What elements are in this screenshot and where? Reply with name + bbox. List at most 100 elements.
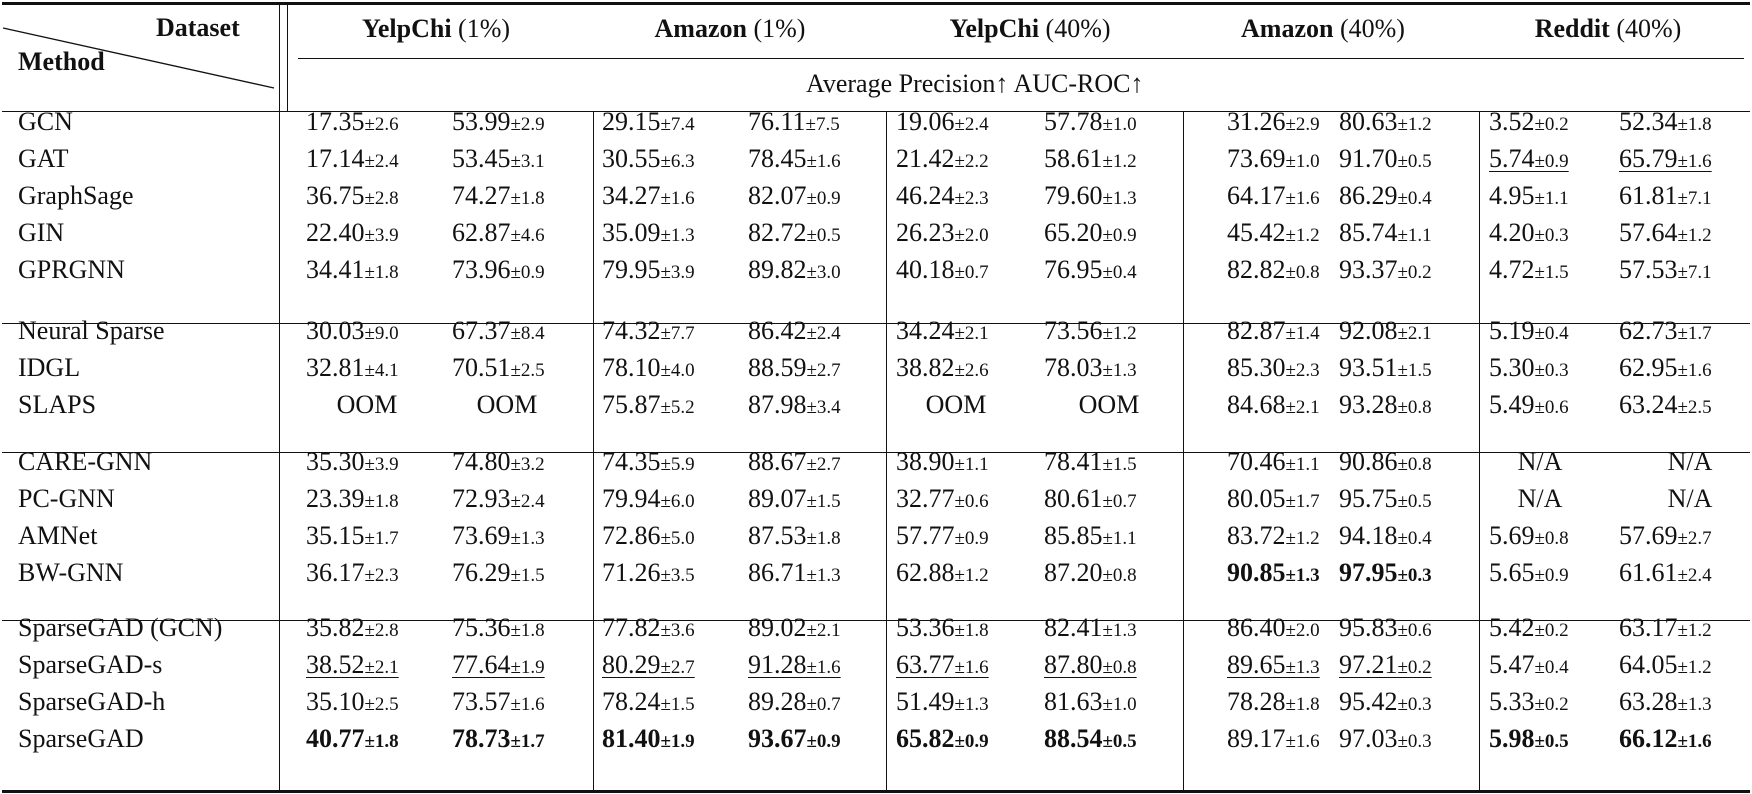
table-cell: 88.67±2.7 [748, 446, 841, 481]
cell-std: ±2.1 [806, 620, 841, 641]
cell-std: ±1.3 [1285, 657, 1320, 679]
cell-value: 35.09 [602, 218, 661, 248]
header-double-rule-left [279, 4, 281, 112]
cell-value: N/A [1667, 484, 1713, 514]
cell-value: 73.57 [452, 687, 511, 717]
cell-std: ±8.4 [510, 323, 545, 344]
cell-value: 89.02 [748, 613, 807, 642]
cell-value: 4.95 [1489, 181, 1535, 211]
table-cell: 34.41±1.8 [306, 254, 399, 289]
cell-value: OOM [336, 390, 398, 420]
cell-std: ±0.5 [1102, 731, 1137, 753]
cell-std: ±4.0 [660, 360, 695, 382]
cell-std: ±3.5 [660, 565, 695, 587]
table-cell: 90.85±1.3 [1227, 557, 1320, 592]
table-cell: 77.64±1.9 [452, 649, 545, 684]
cell-value: 80.61 [1044, 484, 1103, 514]
cell-std: ±1.5 [660, 694, 695, 716]
table-cell: 82.87±1.4 [1227, 315, 1320, 350]
dataset-header-0: YelpChi (1%) [362, 13, 510, 45]
cell-std: ±1.3 [1102, 188, 1137, 210]
table-cell: 62.87±4.6 [452, 217, 545, 252]
cell-value: 77.82 [602, 613, 661, 642]
cell-std: ±1.8 [364, 731, 399, 753]
cell-value: 58.61 [1044, 144, 1103, 174]
table-cell: 67.37±8.4 [452, 315, 545, 350]
table-cell: OOM [477, 389, 538, 421]
table-cell: 73.69±1.3 [452, 520, 545, 555]
table-cell: 88.54±0.5 [1044, 723, 1137, 758]
table-cell: 32.81±4.1 [306, 352, 399, 387]
cell-std: ±1.7 [1285, 491, 1320, 513]
table-cell: 62.73±1.7 [1619, 315, 1712, 350]
cell-std: ±2.5 [1677, 397, 1712, 419]
cell-value: 57.77 [896, 521, 955, 551]
cell-value: 92.08 [1339, 316, 1398, 345]
table-cell: 23.39±1.8 [306, 483, 399, 518]
cell-value: 30.55 [602, 144, 661, 174]
cell-std: ±2.1 [1397, 323, 1432, 344]
cell-value: 93.51 [1339, 353, 1398, 383]
cell-value: 63.24 [1619, 390, 1678, 420]
cell-value: 81.63 [1044, 687, 1103, 717]
table-cell: 78.28±1.8 [1227, 686, 1320, 721]
cell-std: ±1.1 [1285, 454, 1320, 475]
cell-value: 57.78 [1044, 107, 1103, 136]
cell-std: ±0.7 [806, 694, 841, 716]
table-cell: 52.34±1.8 [1619, 106, 1712, 141]
cell-std: ±0.9 [1102, 225, 1137, 247]
cell-std: ±0.6 [1534, 397, 1569, 419]
dataset-name: Amazon [654, 14, 747, 43]
cell-std: ±1.1 [1102, 528, 1137, 550]
cell-value: 26.23 [896, 218, 955, 248]
cell-std: ±0.9 [1534, 565, 1569, 587]
cell-value: 67.37 [452, 316, 511, 345]
table-cell: 97.03±0.3 [1339, 723, 1432, 758]
cell-std: ±1.3 [1285, 565, 1320, 587]
header-double-rule-right [287, 4, 289, 112]
table-cell: 89.07±1.5 [748, 483, 841, 518]
table-cell: 91.28±1.6 [748, 649, 841, 684]
cell-value: 32.77 [896, 484, 955, 514]
table-cell: 82.82±0.8 [1227, 254, 1320, 289]
cell-std: ±2.3 [1285, 360, 1320, 382]
cell-std: ±0.2 [1397, 262, 1432, 284]
table-cell: 86.42±2.4 [748, 315, 841, 350]
table-cell: 78.10±4.0 [602, 352, 695, 387]
cell-value: 3.52 [1489, 107, 1535, 136]
table-cell: 87.98±3.4 [748, 389, 841, 424]
table-cell: 75.36±1.8 [452, 612, 545, 647]
cell-std: ±2.9 [1285, 114, 1320, 135]
cell-std: ±1.7 [1677, 323, 1712, 344]
table-cell: N/A [1668, 483, 1713, 515]
table-cell: 77.82±3.6 [602, 612, 695, 647]
cell-value: 32.81 [306, 353, 365, 383]
cell-value: 40.18 [896, 255, 955, 285]
cell-value: 79.95 [602, 255, 661, 285]
cell-std: ±2.7 [1677, 528, 1712, 550]
table-cell: 4.20±0.3 [1489, 217, 1569, 252]
table-cell: 93.28±0.8 [1339, 389, 1432, 424]
cell-value: 4.20 [1489, 218, 1535, 248]
cell-value: 17.35 [306, 107, 365, 136]
group-rule-1 [2, 323, 1750, 325]
cell-value: 64.17 [1227, 181, 1286, 211]
dataset-header-2: YelpChi (40%) [949, 13, 1110, 45]
table-cell: 61.81±7.1 [1619, 180, 1712, 215]
cell-std: ±1.0 [1102, 114, 1137, 135]
cell-value: 76.95 [1044, 255, 1103, 285]
cell-value: 80.29 [602, 650, 661, 680]
table-cell: 86.71±1.3 [748, 557, 841, 592]
table-cell: 78.24±1.5 [602, 686, 695, 721]
table-cell: 17.35±2.6 [306, 106, 399, 141]
cell-value: 5.19 [1489, 316, 1535, 345]
cell-value: 19.06 [896, 107, 955, 136]
cell-std: ±2.3 [364, 565, 399, 587]
cell-std: ±1.7 [364, 528, 399, 550]
cell-value: 35.30 [306, 447, 365, 476]
table-cell: 38.82±2.6 [896, 352, 989, 387]
cell-value: 88.54 [1044, 724, 1103, 754]
cell-std: ±0.3 [1534, 360, 1569, 382]
table-cell: 21.42±2.2 [896, 143, 989, 178]
